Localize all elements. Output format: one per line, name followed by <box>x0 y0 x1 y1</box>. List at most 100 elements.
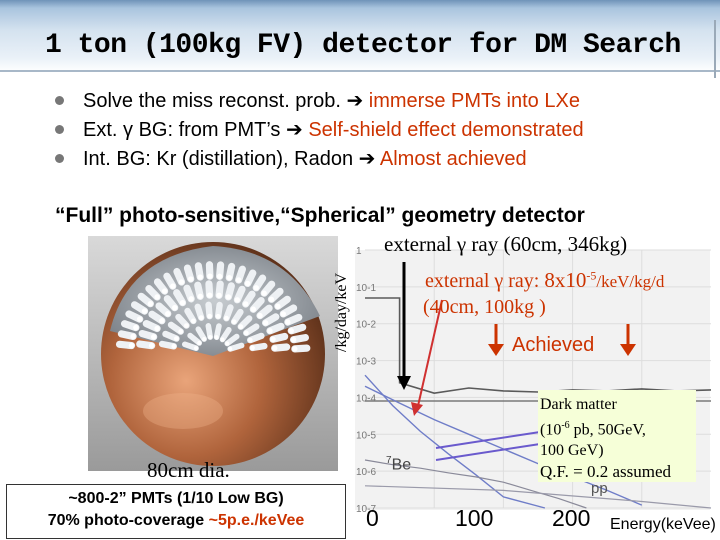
detector-sphere-image <box>88 236 338 471</box>
pmt-face <box>150 334 157 340</box>
pmt-face <box>271 345 278 351</box>
external-gamma-40cm-size: (40cm, 100kg ) <box>423 296 546 318</box>
external-gamma-40cm-label: external γ ray: 8x10-5/keV/kg/d <box>425 268 664 293</box>
pmt-array <box>115 261 311 353</box>
ext40-exponent: -5 <box>586 268 597 283</box>
series-line <box>364 459 587 509</box>
pmt-face <box>184 323 189 328</box>
bullet-text: Solve the miss reconst. prob. <box>83 90 347 112</box>
pmt-face <box>290 337 297 343</box>
slide-frame <box>706 20 716 78</box>
pmt-face <box>226 274 232 281</box>
pmt-face <box>267 328 273 334</box>
pmt-face <box>147 300 154 307</box>
title-bar <box>0 0 720 78</box>
bullet-text: Int. BG: Kr (distillation), Radon <box>83 148 359 170</box>
ext40-prefix: external γ ray: <box>425 270 545 292</box>
pmt-face <box>216 292 222 299</box>
x-tick-label: 200 <box>552 505 591 531</box>
red-arrow-head <box>411 402 423 416</box>
pmt-face <box>261 290 267 296</box>
pmt-face <box>242 301 249 307</box>
pmt-face <box>178 329 184 334</box>
pmt-face <box>133 324 139 331</box>
pmt-face <box>130 333 136 340</box>
dm-line: Dark matter <box>540 396 617 413</box>
be7-label: 7Be <box>386 455 411 474</box>
pmt-face <box>206 292 213 298</box>
pmt-face <box>224 315 229 321</box>
bullet-dot-icon <box>55 125 64 134</box>
coverage-label: 70% photo-coverage <box>47 512 209 529</box>
dm-line: Q.F. = 0.2 assumed <box>540 462 672 482</box>
ext40-value: 8x10 <box>544 268 587 292</box>
pmt-face <box>198 315 204 321</box>
pmt-face <box>262 320 269 326</box>
pmt-face <box>197 293 203 300</box>
x-tick-label: 100 <box>455 505 494 531</box>
y-tick-label: 10-7 <box>356 504 376 515</box>
pmt-face <box>171 343 177 349</box>
pmt-face <box>178 279 185 285</box>
pmt-face <box>268 296 275 303</box>
pmt-face <box>243 330 249 336</box>
dm-pointer-upper <box>435 431 541 449</box>
pmt-face <box>190 318 196 324</box>
dm-cross-section-suffix: pb, 50GeV, <box>569 421 646 439</box>
dm-cross-section-exponent: -6 <box>561 420 570 431</box>
pmt-face <box>193 346 199 351</box>
pmt-face <box>225 341 230 346</box>
pmt-info-box: ~800-2” PMTs (1/10 Low BG) 70% photo-cov… <box>6 484 346 539</box>
dark-matter-callout <box>538 390 696 482</box>
pmt-face <box>285 319 291 325</box>
pmt-face <box>228 346 233 351</box>
pmt-count-text: ~800-2” PMTs (1/10 Low BG) <box>68 490 284 507</box>
pmt-face <box>161 288 168 294</box>
pmt-face <box>154 325 160 332</box>
section-subheading: “Full” photo-sensitive,“Spherical” geome… <box>55 204 585 227</box>
x-axis-label: Energy(keVee) <box>610 516 716 533</box>
external-gamma-60cm-label: external γ ray (60cm, 346kg) <box>384 232 628 256</box>
bullet-highlight: Almost achieved <box>375 148 527 170</box>
pmt-face <box>172 304 178 311</box>
dm-line: (10-6 pb, 50GeV, <box>540 415 671 440</box>
dm-cross-section-prefix: (10 <box>540 421 562 439</box>
pmt-face <box>250 306 257 312</box>
right-arrow-icon: ➔ <box>286 119 303 141</box>
y-axis-label: /kg/day/keV <box>333 272 350 352</box>
y-tick-label: 10-6 <box>356 467 376 478</box>
pmt-face <box>235 277 242 283</box>
pmt-face <box>197 340 202 346</box>
pmt-face <box>154 294 160 300</box>
y-tick-label: 10-2 <box>356 320 376 331</box>
dark-matter-text: Dark matter (10-6 pb, 50GeV, 100 GeV) Q.… <box>540 394 671 482</box>
black-arrow-head <box>397 376 411 390</box>
bullet-highlight: immerse PMTs into LXe <box>363 90 580 112</box>
pmt-face <box>220 337 225 342</box>
pp-label: pp <box>591 480 608 497</box>
pmt-face <box>170 283 176 289</box>
pmt-face <box>188 296 194 302</box>
y-tick-label: 10-1 <box>356 283 376 294</box>
pmt-face <box>275 303 281 309</box>
background-spectrum-chart: 1 10-1 10-2 10-3 10-4 10-5 10-6 10-7 <box>355 246 712 515</box>
y-tick-label: 1 <box>356 246 362 257</box>
pmt-face <box>270 336 276 342</box>
pmt-face <box>280 311 287 317</box>
pmt-face <box>234 297 241 303</box>
pmt-face <box>250 345 255 351</box>
pmt-face <box>165 311 171 317</box>
right-arrow-icon: ➔ <box>358 148 376 170</box>
dm-line: 100 GeV) <box>540 442 604 460</box>
bullet-dot-icon <box>55 154 64 163</box>
pmt-face <box>244 280 251 287</box>
pmt-face <box>215 313 221 319</box>
title-divider <box>0 70 720 72</box>
y-tick-labels: 1 10-1 10-2 10-3 10-4 10-5 10-6 10-7 <box>356 246 376 515</box>
right-arrow-icon: ➔ <box>346 90 364 112</box>
achieved-arrow-left-head <box>488 344 504 356</box>
pmt-face <box>202 336 207 342</box>
y-tick-label: 10-5 <box>356 430 376 441</box>
y-tick-label: 10-3 <box>356 357 376 368</box>
ext40-unit: /keV/kg/d <box>596 272 665 291</box>
